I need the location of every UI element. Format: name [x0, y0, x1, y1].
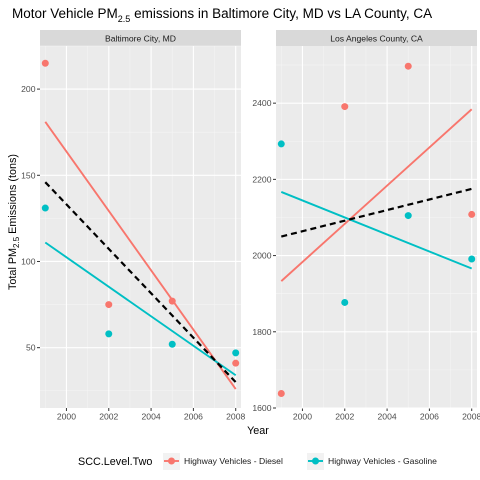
y-tick-label: 200	[21, 84, 36, 94]
legend-title: SCC.Level.Two	[78, 456, 152, 468]
legend-label: Highway Vehicles - Diesel	[184, 456, 283, 466]
legend-key-point	[168, 457, 175, 465]
panel-background	[276, 46, 477, 408]
data-point-highway-vehicles-diesel	[277, 390, 285, 398]
x-tick-label: 2008	[462, 412, 480, 422]
chart-title-subscript: 2.5	[118, 14, 131, 24]
facet-strip	[276, 30, 477, 46]
y-axis-label-rest: Emissions (tons)	[7, 154, 19, 237]
y-tick-label: 150	[21, 170, 36, 180]
data-point-highway-vehicles-diesel	[404, 62, 412, 70]
legend: SCC.Level.Two Highway Vehicles - Diesel H…	[78, 453, 437, 470]
legend-label: Highway Vehicles - Gasoline	[328, 456, 437, 466]
overall-trend-line	[281, 187, 472, 238]
facet-strip-label: Los Angeles County, CA	[330, 34, 423, 44]
data-point-highway-vehicles-gasoline	[168, 340, 176, 348]
y-axis-label-subscript: 2.5	[12, 236, 21, 248]
y-axis-label: Total PM2.5 Emissions (tons)	[7, 154, 21, 290]
data-point-highway-vehicles-diesel	[232, 359, 240, 367]
trend-line-highway-vehicles-diesel	[280, 108, 473, 282]
y-tick-label: 1600	[252, 403, 271, 413]
data-point-highway-vehicles-gasoline	[41, 204, 49, 212]
facet-strip-label: Baltimore City, MD	[105, 34, 176, 44]
y-tick-label: 2400	[252, 98, 271, 108]
legend-entry-highway-vehicles-gasoline: Highway Vehicles - Gasoline	[307, 453, 437, 470]
data-point-highway-vehicles-diesel	[468, 210, 476, 218]
x-tick-label: 2004	[378, 412, 397, 422]
y-tick-label: 2000	[252, 251, 271, 261]
x-tick-label: 2006	[420, 412, 439, 422]
facet-panel-baltimore-city-md: Baltimore City, MD 2000 2002 2004 2006 2008 50…	[21, 30, 245, 422]
y-axis-label-main: Total PM	[7, 248, 19, 290]
data-point-highway-vehicles-gasoline	[232, 349, 240, 357]
trend-line-highway-vehicles-gasoline	[44, 241, 237, 377]
data-point-highway-vehicles-gasoline	[105, 330, 113, 338]
data-point-highway-vehicles-diesel	[41, 59, 49, 67]
x-tick-label: 2002	[335, 412, 354, 422]
chart-title-rest: emissions in Baltimore City, MD vs LA Co…	[130, 6, 432, 21]
data-point-highway-vehicles-diesel	[105, 301, 113, 309]
x-tick-label: 2000	[293, 412, 312, 422]
facet-strip	[40, 30, 241, 46]
trend-line-highway-vehicles-diesel	[44, 121, 237, 390]
y-tick-label: 1800	[252, 327, 271, 337]
x-axis-label: Year	[247, 425, 269, 437]
y-tick-label: 100	[21, 256, 36, 266]
x-tick-label: 2002	[99, 412, 118, 422]
facet-panel-los-angeles-county-ca: Los Angeles County, CA 2000 2002 2004 2006 20…	[252, 30, 480, 422]
data-point-highway-vehicles-gasoline	[468, 255, 476, 263]
data-point-highway-vehicles-gasoline	[277, 140, 285, 148]
data-point-highway-vehicles-gasoline	[404, 212, 412, 220]
data-point-highway-vehicles-diesel	[341, 103, 349, 111]
legend-entry-highway-vehicles-diesel: Highway Vehicles - Diesel	[163, 453, 283, 470]
legend-key-point	[312, 457, 319, 465]
data-point-highway-vehicles-gasoline	[341, 298, 349, 306]
y-tick-label: 50	[26, 343, 36, 353]
chart-title: Motor Vehicle PM2.5 emissions in Baltimo…	[12, 6, 432, 24]
trend-line-highway-vehicles-gasoline	[280, 191, 473, 270]
x-tick-label: 2004	[142, 412, 161, 422]
y-tick-label: 2200	[252, 174, 271, 184]
overall-trend-line	[44, 181, 237, 383]
x-tick-label: 2000	[57, 412, 76, 422]
data-point-highway-vehicles-diesel	[168, 297, 176, 305]
x-tick-label: 2008	[226, 412, 245, 422]
chart-title-main: Motor Vehicle PM	[12, 6, 118, 21]
x-tick-label: 2006	[184, 412, 203, 422]
